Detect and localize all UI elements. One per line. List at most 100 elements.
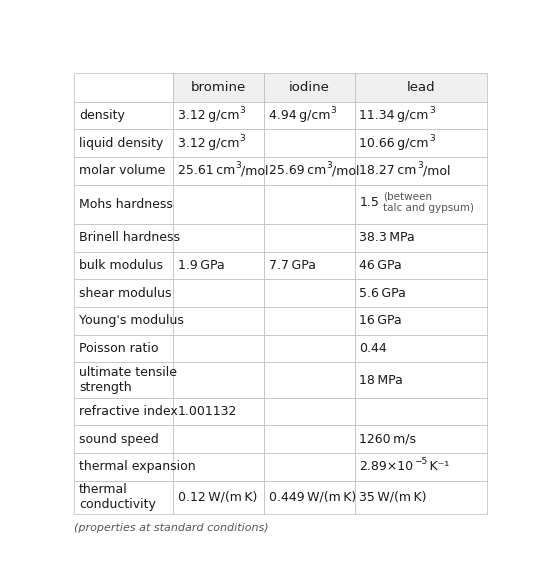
Bar [174,362,264,398]
Text: 0.12 W/(m K): 0.12 W/(m K) [178,491,257,504]
Text: (between
talc and gypsum): (between talc and gypsum) [383,192,474,213]
Bar [174,453,264,481]
Text: 5.6 GPa: 5.6 GPa [359,287,406,299]
Bar [174,185,264,224]
Text: /mol: /mol [241,164,269,177]
Text: 1260 m/s: 1260 m/s [359,433,417,446]
Text: 0.449 W/(m K): 0.449 W/(m K) [269,491,356,504]
Bar [74,252,174,279]
Bar [264,426,355,453]
Bar [74,279,174,307]
Text: 7.7 GPa: 7.7 GPa [269,259,316,272]
Bar [355,279,486,307]
Bar [74,362,174,398]
Text: lead: lead [406,80,435,94]
Bar [264,307,355,335]
Bar [264,398,355,426]
Bar [74,453,174,481]
Text: thermal expansion: thermal expansion [79,460,195,474]
Text: Young's modulus: Young's modulus [79,314,184,327]
Text: 3: 3 [235,162,241,170]
Bar [174,102,264,130]
Text: Poisson ratio: Poisson ratio [79,342,158,355]
Text: 38.3 MPa: 38.3 MPa [359,231,415,244]
Text: 3: 3 [417,162,423,170]
Bar [174,157,264,185]
Bar [264,362,355,398]
Bar [264,335,355,362]
Text: 3: 3 [330,106,336,115]
Bar [355,102,486,130]
Text: sound speed: sound speed [79,433,159,446]
Text: Brinell hardness: Brinell hardness [79,231,180,244]
Text: −5: −5 [413,457,427,467]
Bar [355,224,486,252]
Text: density: density [79,109,125,122]
Text: 3: 3 [326,162,332,170]
Bar [355,453,486,481]
Bar [74,185,174,224]
Text: 3: 3 [429,106,435,115]
Bar [74,224,174,252]
Bar [355,157,486,185]
Text: thermal
conductivity: thermal conductivity [79,483,156,511]
Text: 2.89×10: 2.89×10 [359,460,413,474]
Text: ultimate tensile
strength: ultimate tensile strength [79,366,177,394]
Bar [355,307,486,335]
Text: Mohs hardness: Mohs hardness [79,198,173,211]
Bar [264,252,355,279]
Bar [174,426,264,453]
Bar [355,362,486,398]
Bar [174,398,264,426]
Bar [74,335,174,362]
Text: 0.44: 0.44 [359,342,387,355]
Bar [355,426,486,453]
Bar [355,130,486,157]
Text: 18.27 cm: 18.27 cm [359,164,417,177]
Text: 11.34 g/cm: 11.34 g/cm [359,109,429,122]
Text: 35 W/(m K): 35 W/(m K) [359,491,427,504]
Text: 10.66 g/cm: 10.66 g/cm [359,137,429,150]
Text: 3: 3 [240,106,245,115]
Bar [264,453,355,481]
Bar [74,398,174,426]
Bar [355,252,486,279]
Bar [355,185,486,224]
Bar [74,426,174,453]
Bar [264,72,355,102]
Bar [355,481,486,514]
Text: 18 MPa: 18 MPa [359,373,403,387]
Bar [174,307,264,335]
Text: 3: 3 [240,134,245,143]
Text: 4.94 g/cm: 4.94 g/cm [269,109,330,122]
Text: bromine: bromine [191,80,246,94]
Text: bulk modulus: bulk modulus [79,259,163,272]
Bar [355,335,486,362]
Bar [74,102,174,130]
Text: refractive index: refractive index [79,405,178,418]
Text: 3: 3 [429,134,435,143]
Text: K⁻¹: K⁻¹ [427,460,449,474]
Bar [74,72,174,102]
Text: 3.12 g/cm: 3.12 g/cm [178,109,240,122]
Text: /mol: /mol [332,164,359,177]
Text: 25.61 cm: 25.61 cm [178,164,235,177]
Bar [174,279,264,307]
Text: shear modulus: shear modulus [79,287,171,299]
Bar [264,102,355,130]
Bar [355,398,486,426]
Bar [264,481,355,514]
Bar [264,224,355,252]
Text: 1.001132: 1.001132 [178,405,238,418]
Text: molar volume: molar volume [79,164,165,177]
Text: 16 GPa: 16 GPa [359,314,402,327]
Text: /mol: /mol [423,164,450,177]
Bar [174,481,264,514]
Bar [355,72,486,102]
Bar [174,252,264,279]
Bar [174,72,264,102]
Text: 3.12 g/cm: 3.12 g/cm [178,137,240,150]
Text: (properties at standard conditions): (properties at standard conditions) [74,523,269,533]
Text: iodine: iodine [289,80,330,94]
Bar [264,130,355,157]
